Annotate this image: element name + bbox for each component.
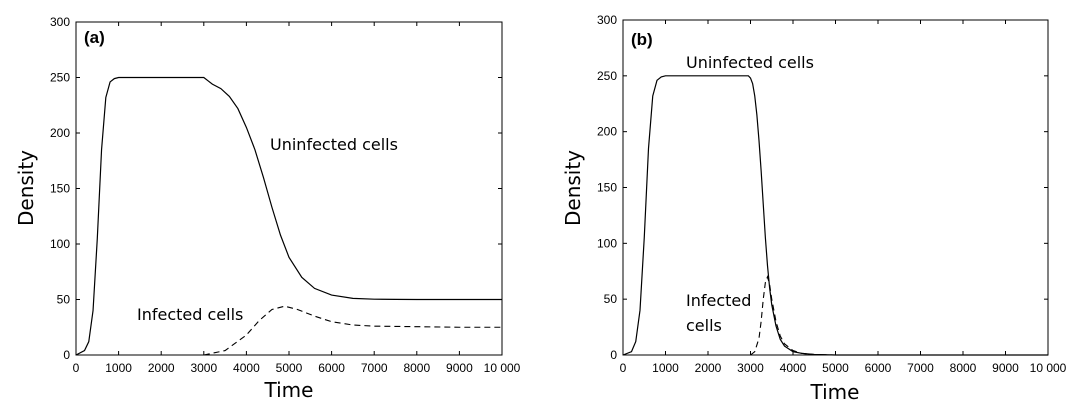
infected-annotation: Infected cells xyxy=(137,305,243,324)
y-axis-title: Density xyxy=(561,150,585,226)
x-tick-label: 6000 xyxy=(318,361,345,375)
y-tick-label: 50 xyxy=(57,293,71,307)
x-tick-label: 6000 xyxy=(865,361,892,375)
x-tick-label: 3000 xyxy=(190,361,217,375)
panel-label: (a) xyxy=(84,28,105,47)
x-tick-label: 7000 xyxy=(361,361,388,375)
y-tick-label: 50 xyxy=(604,292,618,306)
x-tick-label: 5000 xyxy=(276,361,303,375)
x-tick-label: 10 000 xyxy=(1030,361,1067,375)
infected-cells-line xyxy=(750,275,836,356)
x-tick-label: 5000 xyxy=(822,361,849,375)
uninfected-cells-line xyxy=(75,76,502,356)
y-tick-label: 250 xyxy=(50,71,70,85)
uninfected-cells-line xyxy=(622,75,1048,356)
x-tick-label: 0 xyxy=(73,361,80,375)
x-tick-label: 0 xyxy=(620,361,627,375)
x-tick-label: 2000 xyxy=(148,361,175,375)
uninfected-annotation: Uninfected cells xyxy=(270,135,398,154)
y-tick-label: 200 xyxy=(50,126,70,140)
x-axis-title: Time xyxy=(264,378,314,402)
infected-cells-line xyxy=(203,305,502,356)
uninfected-annotation: Uninfected cells xyxy=(686,53,814,72)
y-tick-label: 100 xyxy=(597,236,617,250)
x-tick-label: 9000 xyxy=(446,361,473,375)
panel-label: (b) xyxy=(631,30,653,49)
x-tick-label: 8000 xyxy=(403,361,430,375)
x-tick-label: 1000 xyxy=(652,361,679,375)
y-tick-label: 150 xyxy=(50,182,70,196)
infected-annotation-line: Infected xyxy=(686,291,751,310)
x-tick-label: 7000 xyxy=(907,361,934,375)
y-tick-label: 0 xyxy=(63,348,70,362)
panel-a: 0 1000 2000 3000 4000 5000 6000 7000 8000 9000 10 … xyxy=(14,15,521,402)
x-tick-label: 10 000 xyxy=(484,361,521,375)
y-tick-label: 300 xyxy=(50,15,70,29)
y-axis-title: Density xyxy=(14,150,38,226)
x-tick-label: 8000 xyxy=(950,361,977,375)
x-tick-label: 1000 xyxy=(105,361,132,375)
y-tick-label: 250 xyxy=(597,69,617,83)
y-tick-label: 0 xyxy=(610,348,617,362)
infected-annotation-line: cells xyxy=(686,316,722,335)
x-tick-label: 2000 xyxy=(695,361,722,375)
x-tick-label: 4000 xyxy=(780,361,807,375)
x-tick-label: 3000 xyxy=(737,361,764,375)
y-tick-label: 200 xyxy=(597,125,617,139)
infected-annotation: Infected cells xyxy=(686,291,751,335)
x-axis-title: Time xyxy=(810,380,860,404)
x-tick-label: 4000 xyxy=(233,361,260,375)
y-tick-label: 300 xyxy=(597,13,617,27)
x-tick-label: 9000 xyxy=(992,361,1019,375)
y-tick-label: 150 xyxy=(597,181,617,195)
y-tick-label: 100 xyxy=(50,237,70,251)
panel-b: 0 1000 2000 3000 4000 5000 6000 7000 8000 9000 10 … xyxy=(561,13,1067,404)
